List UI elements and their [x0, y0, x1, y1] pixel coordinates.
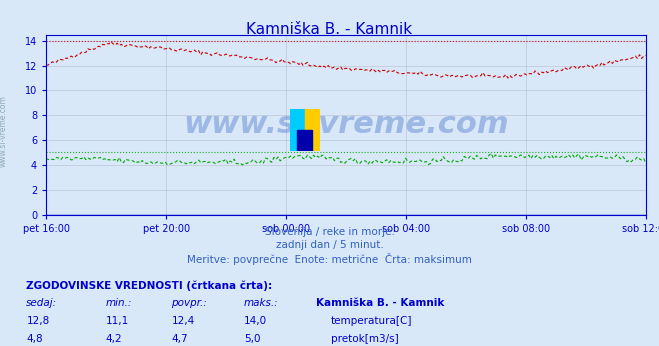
- Text: www.si-vreme.com: www.si-vreme.com: [183, 110, 509, 139]
- Text: povpr.:: povpr.:: [171, 298, 207, 308]
- Text: 12,8: 12,8: [26, 316, 49, 326]
- Text: 11,1: 11,1: [105, 316, 129, 326]
- Text: sedaj:: sedaj:: [26, 298, 57, 308]
- Bar: [297, 130, 312, 151]
- Bar: [290, 109, 304, 151]
- Text: 4,8: 4,8: [26, 334, 43, 344]
- Text: zadnji dan / 5 minut.: zadnji dan / 5 minut.: [275, 240, 384, 250]
- Text: temperatura[C]: temperatura[C]: [331, 316, 413, 326]
- Text: 5,0: 5,0: [244, 334, 260, 344]
- Text: Slovenija / reke in morje.: Slovenija / reke in morje.: [264, 227, 395, 237]
- Text: ZGODOVINSKE VREDNOSTI (črtkana črta):: ZGODOVINSKE VREDNOSTI (črtkana črta):: [26, 280, 272, 291]
- Text: maks.:: maks.:: [244, 298, 279, 308]
- Text: Meritve: povprečne  Enote: metrične  Črta: maksimum: Meritve: povprečne Enote: metrične Črta:…: [187, 253, 472, 265]
- Text: 4,2: 4,2: [105, 334, 122, 344]
- Text: 4,7: 4,7: [171, 334, 188, 344]
- Text: min.:: min.:: [105, 298, 132, 308]
- Text: 14,0: 14,0: [244, 316, 267, 326]
- Text: pretok[m3/s]: pretok[m3/s]: [331, 334, 399, 344]
- Text: www.si-vreme.com: www.si-vreme.com: [0, 95, 8, 167]
- Bar: [304, 109, 320, 151]
- Text: 12,4: 12,4: [171, 316, 194, 326]
- Text: Kamniška B. - Kamnik: Kamniška B. - Kamnik: [246, 22, 413, 37]
- Text: Kamniška B. - Kamnik: Kamniška B. - Kamnik: [316, 298, 445, 308]
